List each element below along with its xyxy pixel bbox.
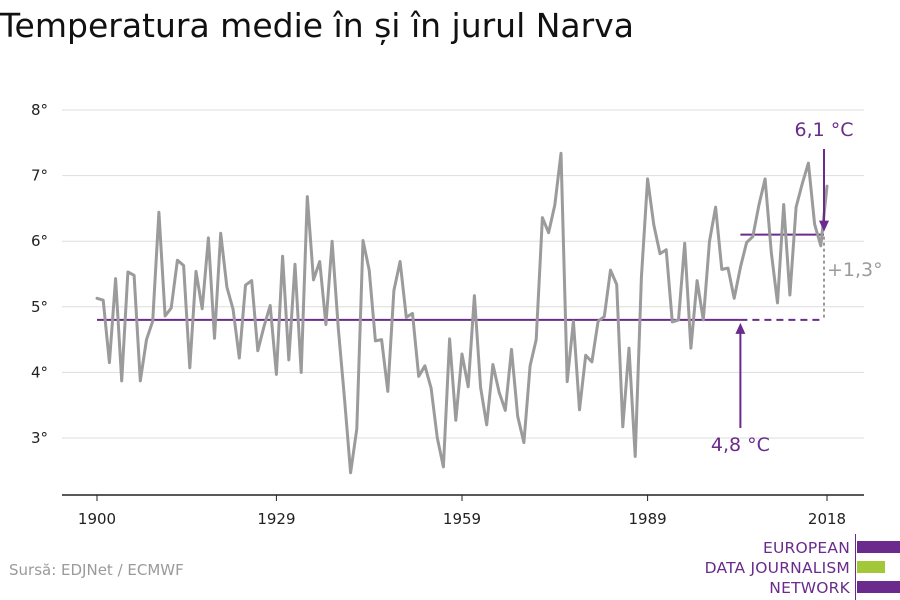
- x-axis: 1900 1929 1959 1989 2018: [62, 494, 864, 528]
- logo-line-3: NETWORK: [769, 579, 850, 597]
- y-axis-ticks: 3° 4° 5° 6° 7° 8°: [31, 101, 48, 447]
- logo-bar-purple-top: [857, 541, 900, 553]
- logo-bar-purple-bottom: [857, 581, 900, 593]
- low-average-label: 4,8 °C: [711, 434, 770, 456]
- high-arrow-head: [819, 220, 829, 232]
- logo-line-2: DATA JOURNALISM: [704, 559, 850, 577]
- series-line: [95, 151, 829, 475]
- y-tick-label-6: 6°: [31, 232, 48, 250]
- x-tick-label-1929: 1929: [257, 510, 295, 528]
- x-tick-label-2018: 2018: [808, 510, 846, 528]
- y-tick-label-3: 3°: [31, 429, 48, 447]
- low-arrow-head: [735, 322, 746, 334]
- x-tick-label-1900: 1900: [78, 510, 116, 528]
- annotations: +1,3° 4,8 °C 6,1 °C: [711, 119, 883, 456]
- y-tick-label-8: 8°: [31, 101, 48, 119]
- y-tick-label-7: 7°: [31, 167, 48, 185]
- logo-separator: [855, 534, 856, 600]
- edjnet-logo: EUROPEAN DATA JOURNALISM NETWORK: [700, 534, 900, 600]
- x-tick-label-1989: 1989: [628, 510, 666, 528]
- logo-line-1: EUROPEAN: [762, 539, 850, 557]
- chart-title: Temperatura medie în și în jurul Narva: [0, 6, 634, 45]
- logo-bar-green: [857, 561, 885, 573]
- y-tick-label-5: 5°: [31, 298, 48, 316]
- grid-lines: [62, 109, 864, 439]
- x-tick-label-1959: 1959: [443, 510, 481, 528]
- delta-label: +1,3°: [827, 259, 883, 281]
- source-note: Sursă: EDJNet / ECMWF: [9, 561, 184, 579]
- y-tick-label-4: 4°: [31, 363, 48, 381]
- high-average-label: 6,1 °C: [794, 119, 853, 141]
- series-layer: [95, 151, 829, 475]
